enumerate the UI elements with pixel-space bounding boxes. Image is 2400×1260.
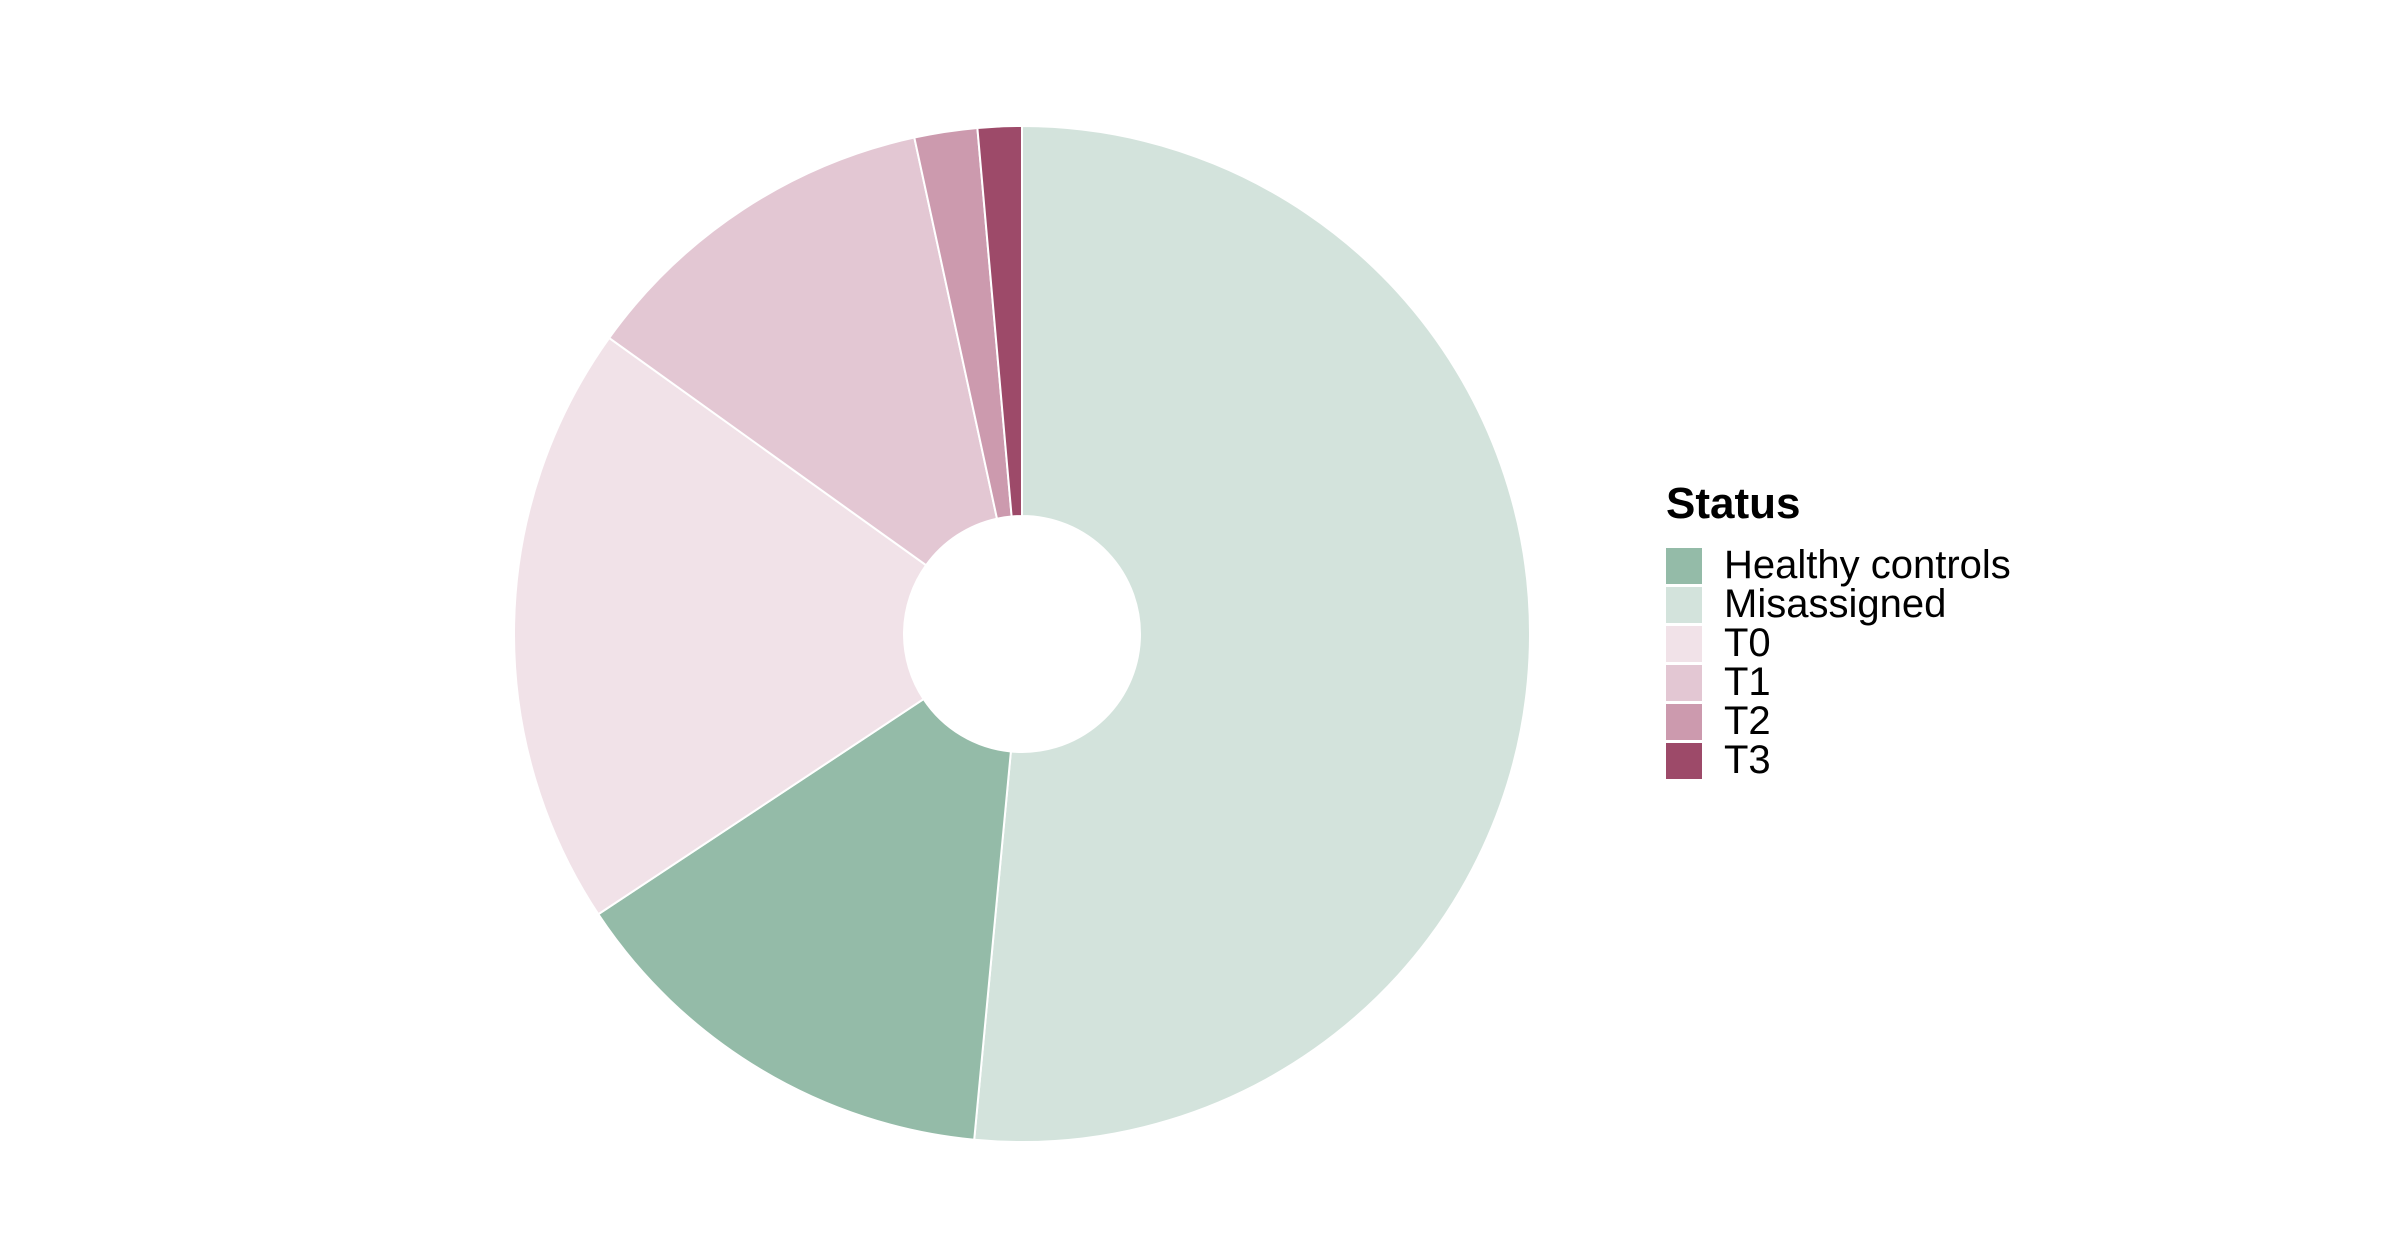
donut-slices — [512, 124, 1531, 1143]
slice-t1 — [607, 136, 999, 567]
legend-swatch-t0 — [1666, 625, 1702, 662]
legend-swatch-t1 — [1666, 664, 1702, 701]
legend-item-t0: T0 — [1666, 621, 2011, 665]
legend-items: Healthy controls Misassigned T0 T1 T2 T3 — [1666, 543, 2011, 782]
legend-item-misassigned: Misassigned — [1666, 582, 2011, 626]
legend-label-t3: T3 — [1724, 738, 1771, 782]
legend-item-t2: T2 — [1666, 699, 2011, 743]
legend-swatch-t3 — [1666, 742, 1702, 779]
legend-label-misassigned: Misassigned — [1724, 582, 1947, 626]
legend-label-t0: T0 — [1724, 621, 1771, 665]
slice-healthy-controls — [596, 697, 1012, 1141]
legend-label-t1: T1 — [1724, 660, 1771, 704]
legend-swatch-t2 — [1666, 703, 1702, 740]
legend-item-healthy-controls: Healthy controls — [1666, 543, 2011, 587]
slice-misassigned — [973, 124, 1531, 1143]
slice-t3 — [976, 124, 1023, 518]
legend-swatch-misassigned — [1666, 586, 1702, 623]
slice-t0 — [512, 336, 928, 916]
legend-title: Status — [1666, 479, 1801, 528]
legend-swatch-healthy-controls — [1666, 547, 1702, 584]
legend-item-t3: T3 — [1666, 738, 2011, 782]
legend: Status Healthy controls Misassigned T0 T1 T2… — [1666, 478, 2011, 780]
legend-label-t2: T2 — [1724, 699, 1771, 743]
legend-label-healthy-controls: Healthy controls — [1724, 543, 2011, 587]
legend-item-t1: T1 — [1666, 660, 2011, 704]
